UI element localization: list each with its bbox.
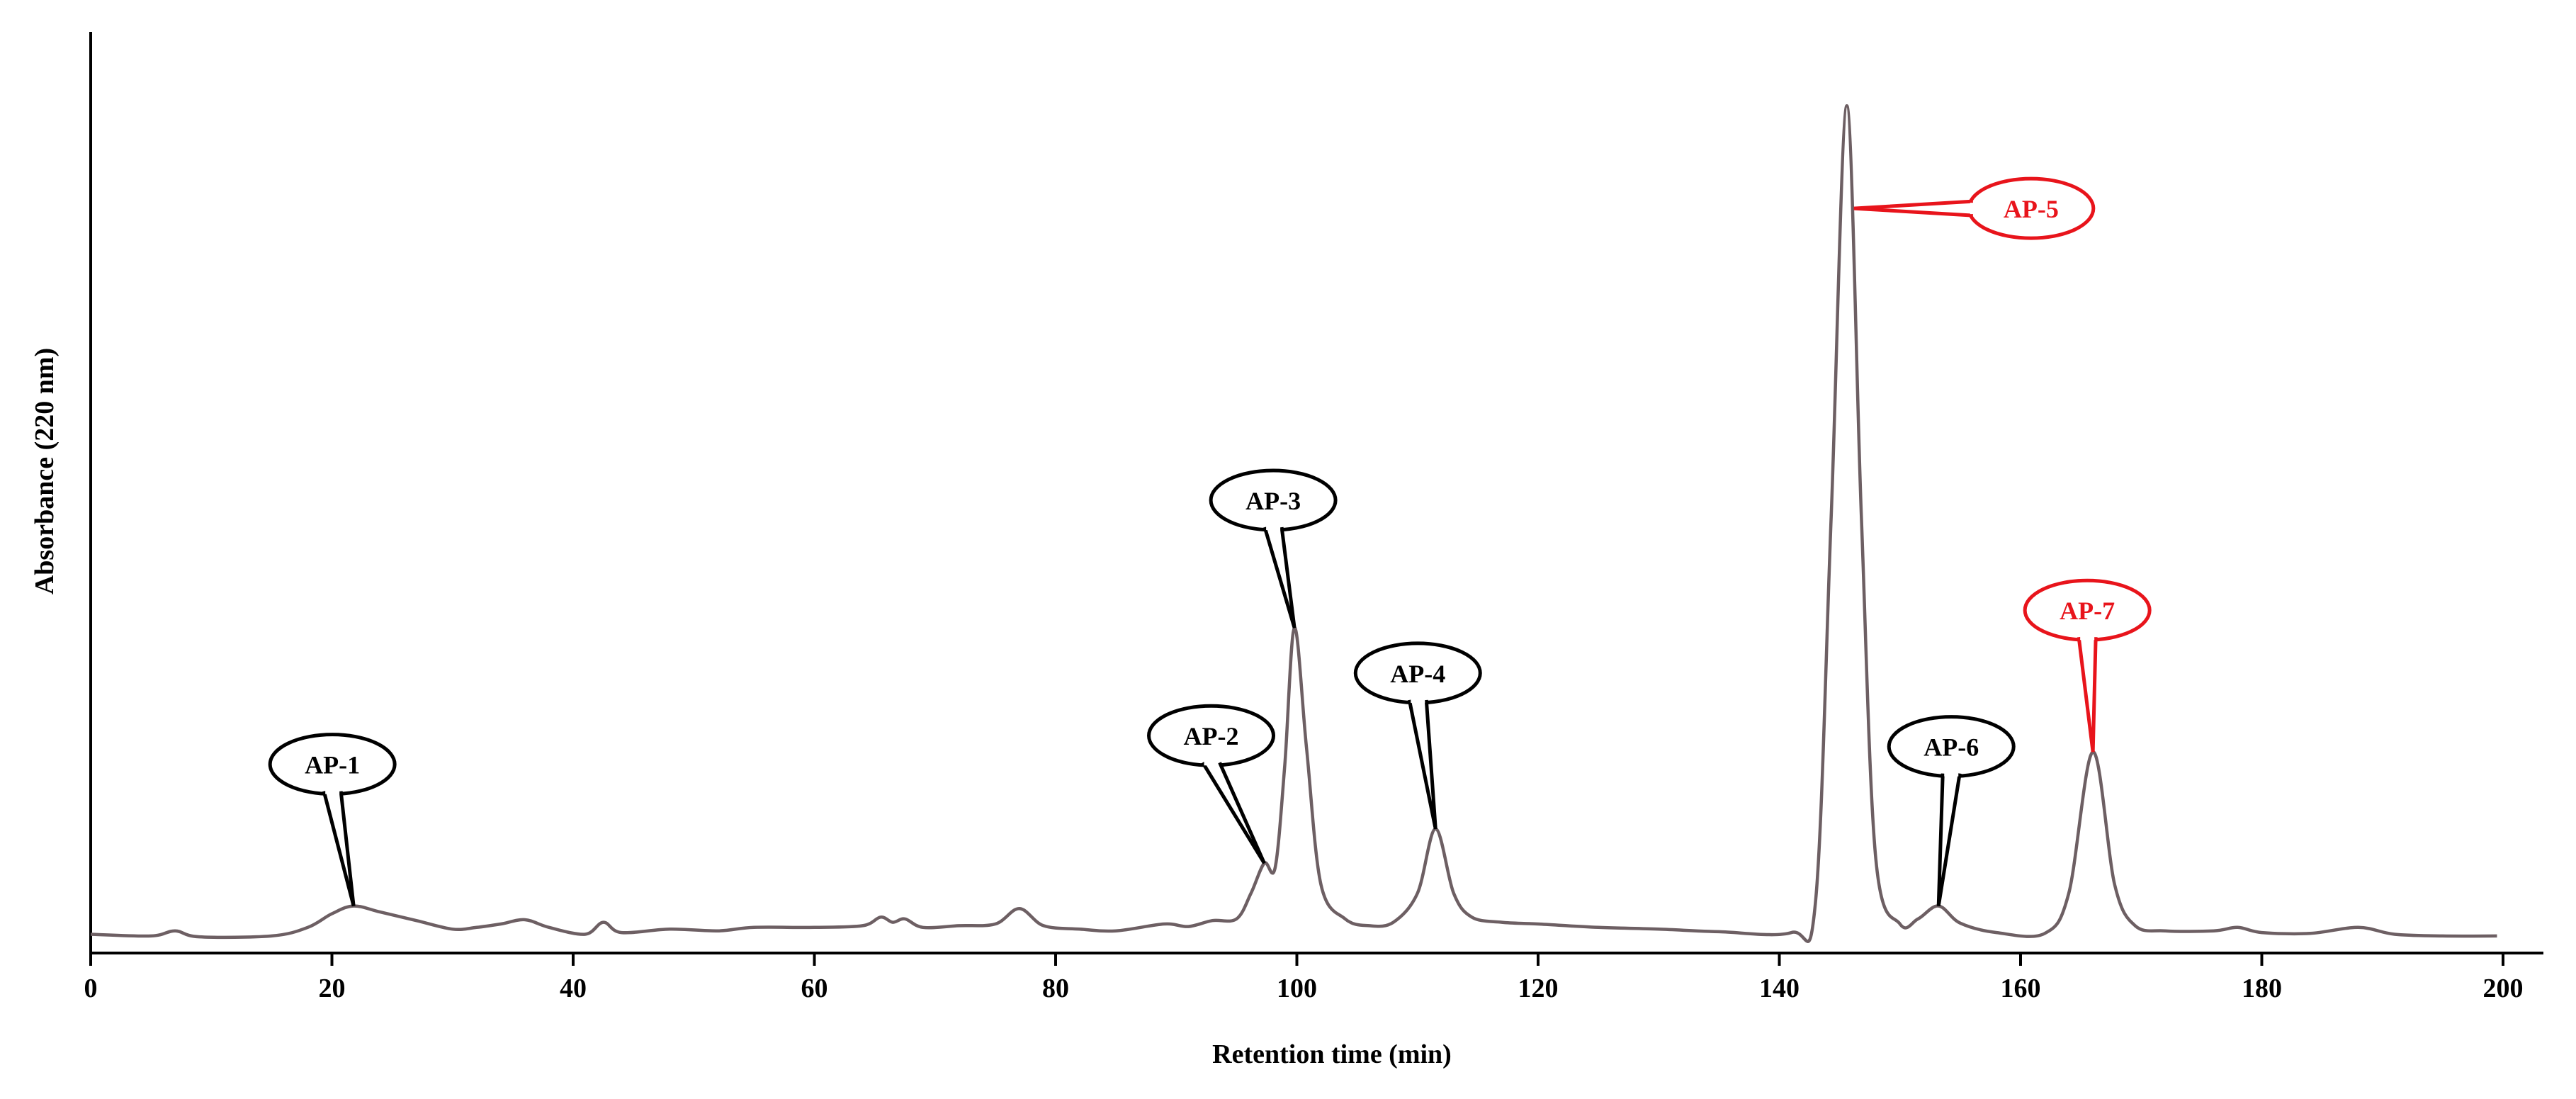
- callout-seam: [1970, 203, 1976, 215]
- axes: [89, 32, 2543, 954]
- callout-ap-1: AP-1: [268, 733, 397, 907]
- peak-label-ap-3: AP-3: [1245, 487, 1301, 515]
- callout-tail: [1262, 526, 1297, 629]
- x-tick-label: 0: [84, 974, 98, 1003]
- x-tick-label: 120: [1518, 974, 1559, 1003]
- x-tick-label: 180: [2242, 974, 2282, 1003]
- x-axis-title: Retention time (min): [1212, 1039, 1452, 1069]
- peak-label-ap-1: AP-1: [305, 751, 360, 779]
- x-tick-label: 20: [319, 974, 346, 1003]
- callout-ap-4: AP-4: [1353, 641, 1482, 830]
- callout-seam: [325, 787, 340, 794]
- x-tick-label: 140: [1759, 974, 1800, 1003]
- absorbance-trace: [90, 103, 2497, 943]
- x-tick-label: 60: [801, 974, 828, 1003]
- callout-tail: [1936, 773, 1962, 907]
- callout-tail: [1201, 761, 1266, 864]
- x-tick-label: 200: [2483, 974, 2524, 1003]
- x-tick-label: 80: [1042, 974, 1069, 1003]
- callout-ap-7: AP-7: [2023, 578, 2152, 753]
- peak-label-ap-4: AP-4: [1390, 660, 1445, 688]
- x-tick-label: 100: [1277, 974, 1317, 1003]
- peak-label-ap-5: AP-5: [2004, 195, 2059, 223]
- callout-tail: [1853, 199, 1973, 218]
- callout-tail: [1407, 699, 1437, 830]
- callout-tail: [2077, 636, 2098, 753]
- callout-ap-3: AP-3: [1209, 468, 1338, 629]
- x-ticks: 0 20 40 60 80 100 120 140 160 180 200: [84, 953, 2524, 1003]
- callout-seam: [1266, 523, 1281, 531]
- x-tick-label: 40: [560, 974, 587, 1003]
- peak-label-ap-7: AP-7: [2060, 597, 2115, 625]
- callout-seam: [2080, 633, 2095, 641]
- x-tick-label: 160: [2001, 974, 2041, 1003]
- peak-label-ap-2: AP-2: [1184, 722, 1239, 750]
- peak-label-ap-6: AP-6: [1923, 733, 1979, 762]
- peak-callouts: AP-1 AP-2 AP-3 AP-4 AP-5 AP-6 AP-7: [268, 176, 2152, 907]
- callout-ap-6: AP-6: [1887, 715, 2016, 907]
- callout-ap-2: AP-2: [1147, 704, 1276, 864]
- callout-tail: [322, 791, 356, 907]
- callout-seam: [1944, 769, 1959, 777]
- callout-seam: [1204, 758, 1219, 766]
- callout-seam: [1411, 695, 1425, 703]
- y-axis-title: Absorbance (220 nm): [30, 348, 60, 594]
- callout-ap-5: AP-5: [1853, 176, 2096, 240]
